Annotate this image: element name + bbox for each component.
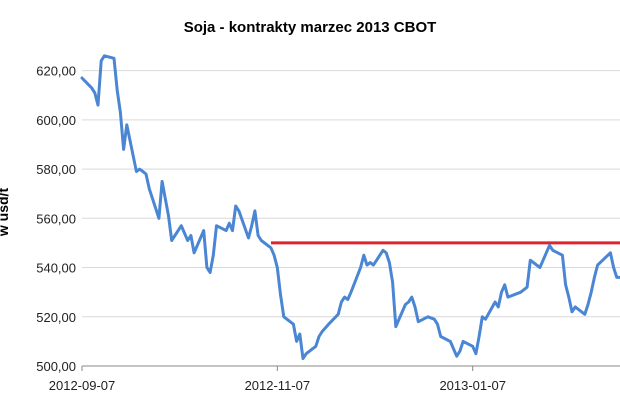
y-axis-label: w usd/t	[0, 188, 11, 238]
gridlines	[82, 70, 620, 318]
x-axis-ticks: 2012-09-07 2012-11-07 2013-01-07	[49, 366, 506, 393]
y-tick-label: 500,00	[36, 359, 76, 374]
chart-title: Soja - kontrakty marzec 2013 CBOT	[184, 19, 437, 36]
y-tick-label: 560,00	[36, 211, 76, 226]
x-tick-label: 2012-09-07	[49, 378, 116, 393]
y-tick-label: 620,00	[36, 64, 76, 79]
y-tick-label: 520,00	[36, 310, 76, 325]
y-tick-label: 600,00	[36, 113, 76, 128]
x-tick-label: 2012-11-07	[245, 378, 311, 393]
price-series-line	[80, 54, 620, 361]
y-axis-ticks: 500,00 520,00 540,00 560,00 580,00 600,00 620,…	[36, 64, 76, 374]
y-tick-label: 580,00	[36, 162, 76, 177]
y-tick-label: 540,00	[36, 261, 76, 276]
series-layer	[80, 54, 620, 361]
x-tick-label: 2013-01-07	[439, 378, 506, 393]
